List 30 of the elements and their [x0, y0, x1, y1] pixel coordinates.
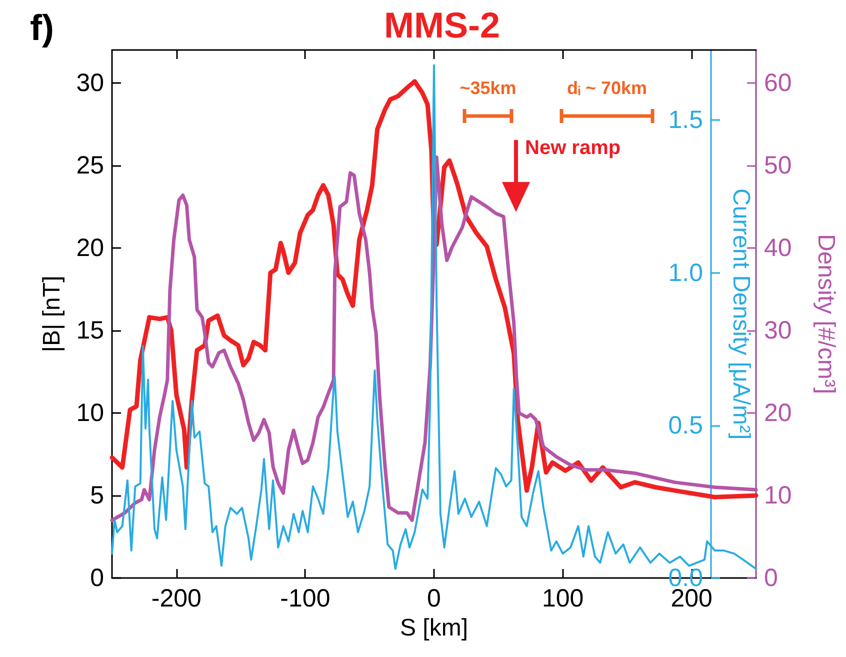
x-tick-label: -100 [280, 584, 330, 612]
y2-tick-label: 0.5 [668, 411, 703, 440]
y2-tick-label: 1.5 [668, 106, 703, 134]
y2-tick-label: 1.0 [668, 258, 703, 287]
y3-tick-label: 10 [764, 482, 792, 510]
y3-axis-title: Density [#/cm³] [812, 234, 840, 394]
y3-tick-label: 20 [764, 399, 792, 427]
y-tick-label: 30 [76, 69, 104, 97]
y3-tick-label: 40 [764, 234, 792, 262]
text: f) [30, 7, 54, 48]
y-tick-label: 25 [76, 152, 104, 180]
y-axis-title: |B| [nT] [38, 276, 66, 352]
y-tick-label: 20 [76, 234, 104, 262]
annotation: dᵢ ~ 70km [566, 78, 648, 98]
annotation: New ramp [525, 137, 621, 159]
annotation: ~35km [460, 78, 516, 98]
x-tick-label: 100 [542, 584, 584, 612]
x-tick-label: -200 [151, 584, 202, 612]
y3-tick-label: 50 [764, 152, 792, 180]
y3-tick-label: 0 [764, 564, 778, 592]
y-tick-label: 0 [90, 564, 104, 592]
y3-tick-label: 60 [764, 69, 792, 97]
chart-title: MMS-2 [384, 4, 500, 46]
x-axis-title: S [km] [400, 614, 468, 642]
y-tick-label: 15 [76, 316, 104, 344]
y-tick-label: 10 [76, 399, 104, 427]
y3-tick-label: 30 [764, 316, 792, 344]
y-tick-label: 5 [90, 482, 104, 510]
x-tick-label: 0 [427, 584, 441, 612]
y2-axis-title: Current Density [μA/m²] [728, 188, 754, 440]
